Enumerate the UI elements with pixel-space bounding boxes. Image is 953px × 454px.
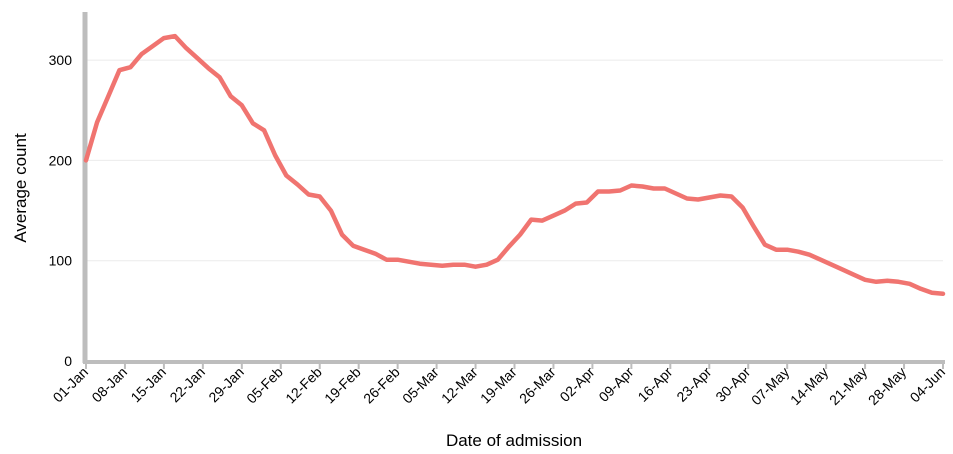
y-tick-label: 100 — [49, 253, 73, 269]
x-axis-title: Date of admission — [446, 431, 582, 450]
x-tick-label: 29-Jan — [205, 364, 247, 406]
x-tick-label: 01-Jan — [50, 364, 92, 406]
x-tick-label: 02-Apr — [556, 364, 597, 405]
x-tick-label: 12-Feb — [282, 364, 325, 407]
y-tick-labels: 0 100 200 300 — [49, 52, 73, 369]
x-tick-label: 30-Apr — [712, 364, 753, 405]
x-tick-label: 05-Mar — [399, 364, 442, 407]
x-tick-label: 16-Apr — [634, 364, 675, 405]
x-tick-label: 14-May — [787, 364, 831, 408]
x-tick-label: 15-Jan — [127, 364, 169, 406]
x-tick-label: 21-May — [826, 364, 870, 408]
x-tick-label: 26-Feb — [360, 364, 403, 407]
x-tick-label: 12-Mar — [438, 364, 481, 407]
x-tick-label: 19-Feb — [321, 364, 364, 407]
x-tick-label: 04-Jun — [907, 364, 949, 406]
x-tick-label: 26-Mar — [516, 364, 559, 407]
x-tick-label: 22-Jan — [166, 364, 208, 406]
x-tick-label: 23-Apr — [673, 364, 714, 405]
x-tick-labels: 01-Jan08-Jan15-Jan22-Jan29-Jan05-Feb12-F… — [50, 364, 949, 409]
y-gridlines — [86, 59, 943, 262]
x-tick-marks — [85, 363, 944, 369]
x-tick-label: 08-Jan — [88, 364, 130, 406]
x-tick-label: 28-May — [865, 364, 909, 408]
x-tick-label: 09-Apr — [595, 364, 636, 405]
y-tick-label: 0 — [64, 353, 72, 369]
series-line — [83, 33, 946, 297]
x-tick-label: 19-Mar — [477, 364, 520, 407]
y-axis-title: Average count — [11, 133, 30, 243]
x-tick-label: 07-May — [748, 364, 792, 408]
y-tick-label: 300 — [49, 52, 73, 68]
x-tick-label: 05-Feb — [243, 364, 286, 407]
y-tick-label: 200 — [49, 152, 73, 168]
